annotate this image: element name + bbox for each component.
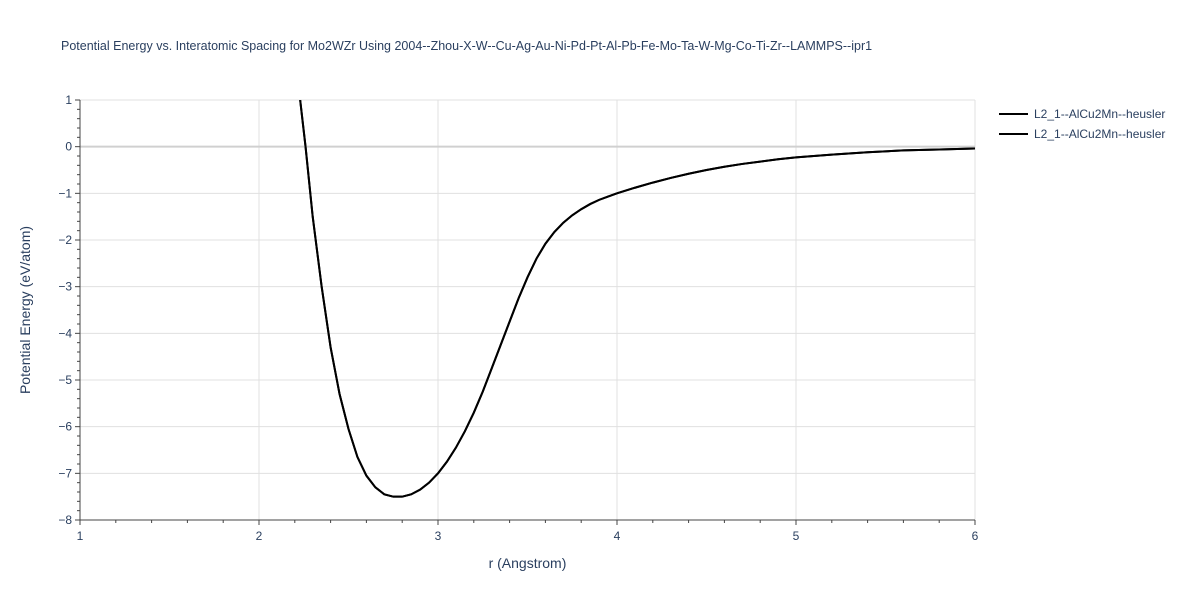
y-axis-title: Potential Energy (eV/atom) <box>17 226 33 394</box>
y-tick-label: −4 <box>58 326 72 340</box>
y-tick-label: −8 <box>58 513 72 527</box>
series-line-2 <box>299 100 975 498</box>
legend: L2_1--AlCu2Mn--heusler L2_1--AlCu2Mn--heu… <box>999 107 1165 141</box>
x-tick-label: 6 <box>972 529 979 543</box>
y-tick-label: −5 <box>58 373 72 387</box>
chart-title: Potential Energy vs. Interatomic Spacing… <box>61 39 872 53</box>
y-tick-label: −3 <box>58 280 72 294</box>
x-tick-label: 4 <box>614 529 621 543</box>
x-tick-label: 1 <box>77 529 84 543</box>
series-layer <box>299 100 975 498</box>
grid-layer <box>80 99 976 520</box>
y-tick-label: −1 <box>58 186 72 200</box>
y-tick-label: 1 <box>65 93 72 107</box>
y-tick-label: −7 <box>58 466 72 480</box>
x-tick-label: 3 <box>435 529 442 543</box>
y-tick-label: 0 <box>65 140 72 154</box>
x-axis-title: r (Angstrom) <box>489 555 567 571</box>
legend-label-1: L2_1--AlCu2Mn--heusler <box>1034 107 1165 121</box>
axes-layer <box>79 100 975 521</box>
x-tick-label: 2 <box>256 529 263 543</box>
series-line-1 <box>299 100 975 498</box>
y-tick-label: −6 <box>58 420 72 434</box>
legend-label-2: L2_1--AlCu2Mn--heusler <box>1034 127 1165 141</box>
x-tick-label: 5 <box>793 529 800 543</box>
y-tick-label: −2 <box>58 233 72 247</box>
ticks-layer: 1 2 3 4 5 6 1 0 −1 −2 −3 −4 −5 −6 −7 −8 <box>58 93 978 543</box>
